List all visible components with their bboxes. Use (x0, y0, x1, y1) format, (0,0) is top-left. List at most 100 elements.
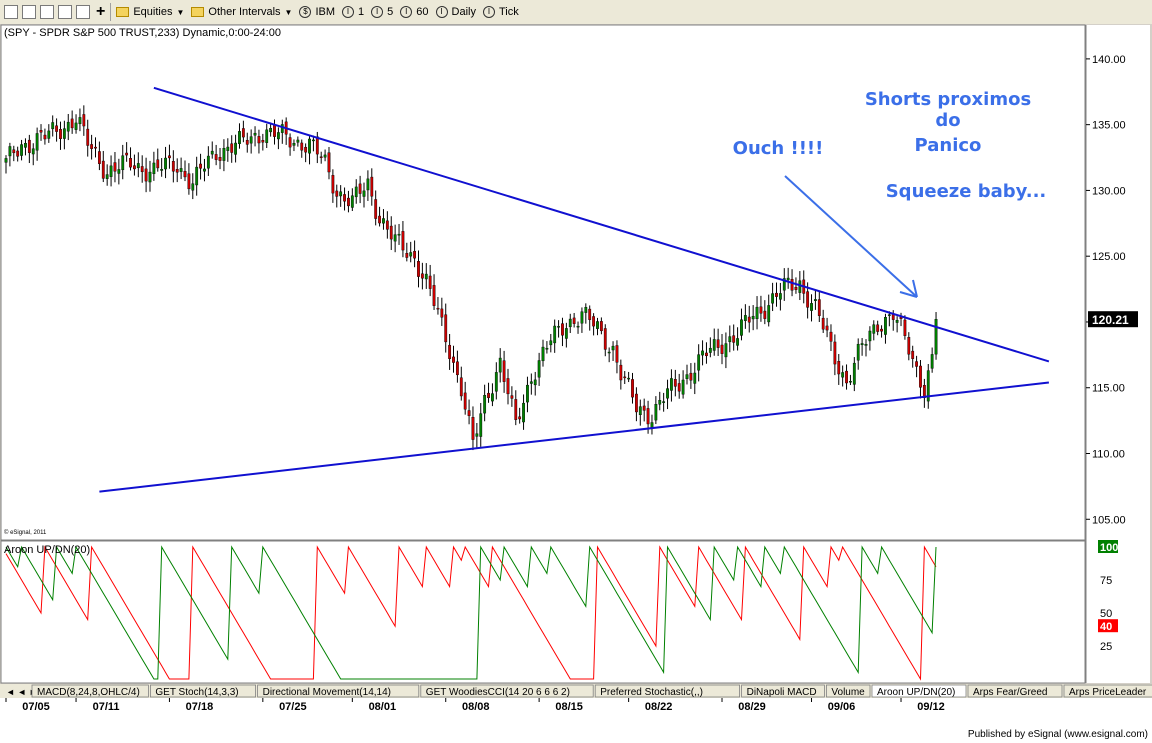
candle-body (533, 379, 537, 386)
indicator-tab[interactable] (149, 684, 256, 698)
candle-body (276, 132, 280, 140)
candle-body (59, 129, 62, 139)
chart-icon[interactable] (4, 5, 18, 19)
candle-body (829, 331, 833, 342)
candle-body (288, 137, 292, 148)
candle-body (164, 157, 167, 170)
candle-body (133, 165, 136, 170)
print-icon[interactable] (76, 5, 90, 19)
candle-body (475, 433, 479, 437)
daily-label: Daily (451, 6, 476, 18)
candle-body (856, 343, 860, 361)
indicator-tab-label: MACD(8,24,8,OHLC/4) (37, 687, 140, 698)
candle-body (872, 324, 876, 334)
candle-body (930, 354, 934, 369)
candle-body (90, 144, 94, 149)
candle-body (907, 336, 911, 355)
candle-body (837, 361, 841, 375)
indicator-tab[interactable] (257, 684, 420, 698)
candle-body (638, 406, 642, 416)
trendline-upper (153, 86, 1050, 363)
candle-body (623, 376, 627, 379)
candle-body (35, 133, 39, 151)
y-tick-label: 140.00 (1092, 54, 1126, 66)
indicator-tab[interactable] (31, 684, 149, 698)
candle-body (4, 158, 8, 163)
annotation-text: Panico (915, 135, 982, 156)
daily-button[interactable]: I Daily (435, 6, 476, 18)
tick-button[interactable]: I Tick (482, 6, 519, 18)
candle-body (456, 361, 459, 376)
candle-body (436, 307, 440, 310)
candle-body (47, 130, 51, 139)
last-price-badge (1088, 311, 1138, 328)
last-price-label: 120.21 (1092, 313, 1129, 327)
grid-icon[interactable] (22, 5, 36, 19)
indicator-tab[interactable] (871, 684, 967, 698)
add-icon[interactable]: + (96, 3, 106, 20)
intervals-dropdown[interactable]: Other Intervals ▼ (191, 6, 292, 18)
candle-body (94, 146, 97, 149)
candle-body (763, 310, 767, 319)
candle-body (31, 148, 35, 155)
tab-nav-arrows[interactable]: ◄ ◄ ► ► (6, 687, 49, 697)
candle-body (129, 158, 132, 168)
candle-body (105, 174, 109, 179)
candle-body (308, 138, 311, 154)
candle-body (670, 378, 673, 391)
candle-body (755, 306, 759, 320)
tick-label: Tick (498, 6, 519, 18)
candle-body (78, 117, 82, 125)
candle-body (736, 338, 739, 346)
candle-body (510, 395, 514, 399)
candle-body (440, 308, 444, 318)
candle-body (666, 388, 669, 399)
annotation-text: Shorts proximos (865, 89, 1031, 110)
candle-body (759, 306, 763, 314)
indicator-tab[interactable] (967, 684, 1063, 698)
candle-body (226, 146, 230, 151)
candle-body (331, 175, 335, 194)
candle-body (424, 273, 428, 280)
indicator-tab[interactable] (1063, 684, 1152, 698)
candle-body (576, 325, 580, 328)
candle-body (747, 316, 751, 323)
candle-body (444, 314, 448, 343)
interval-60-button[interactable]: I 60 (400, 6, 429, 18)
candle-body (740, 319, 743, 336)
candle-body (234, 142, 237, 155)
symbol-button[interactable]: $ IBM (299, 6, 335, 18)
indicator-tab[interactable] (826, 684, 871, 698)
candle-body (339, 191, 343, 197)
candle-body (658, 400, 662, 405)
candle-body (378, 215, 381, 224)
copy-icon[interactable] (58, 5, 72, 19)
candle-body (814, 299, 817, 301)
toolbar-separator (110, 3, 112, 21)
indicator-tab[interactable] (420, 684, 594, 698)
indicator-tab[interactable] (594, 684, 741, 698)
x-axis-panel (0, 698, 1152, 726)
equities-dropdown[interactable]: Equities ▼ (116, 6, 184, 18)
aroon-badge (1098, 619, 1118, 633)
candle-body (366, 178, 370, 191)
y-tick-label: 130.00 (1092, 185, 1126, 197)
candle-body (720, 344, 724, 354)
candle-body (148, 171, 152, 183)
candle-body (732, 335, 736, 343)
candle-body (168, 155, 171, 159)
candle-body (382, 218, 385, 224)
interval-icon: I (482, 6, 495, 18)
candle-body (619, 364, 623, 381)
candle-body (199, 163, 202, 169)
x-tick-label: 08/22 (645, 701, 673, 713)
candle-body (269, 127, 273, 133)
candle-body (210, 150, 214, 155)
candle-body (541, 346, 545, 362)
indicator-tab[interactable] (741, 684, 825, 698)
y-tick-label: 125.00 (1092, 251, 1126, 263)
layout-icon[interactable] (40, 5, 54, 19)
interval-icon: I (400, 6, 413, 18)
